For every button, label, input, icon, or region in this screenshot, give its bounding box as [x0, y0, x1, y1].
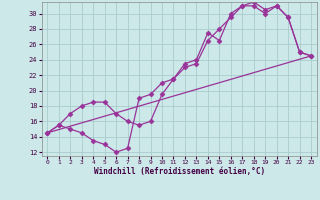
X-axis label: Windchill (Refroidissement éolien,°C): Windchill (Refroidissement éolien,°C): [94, 167, 265, 176]
